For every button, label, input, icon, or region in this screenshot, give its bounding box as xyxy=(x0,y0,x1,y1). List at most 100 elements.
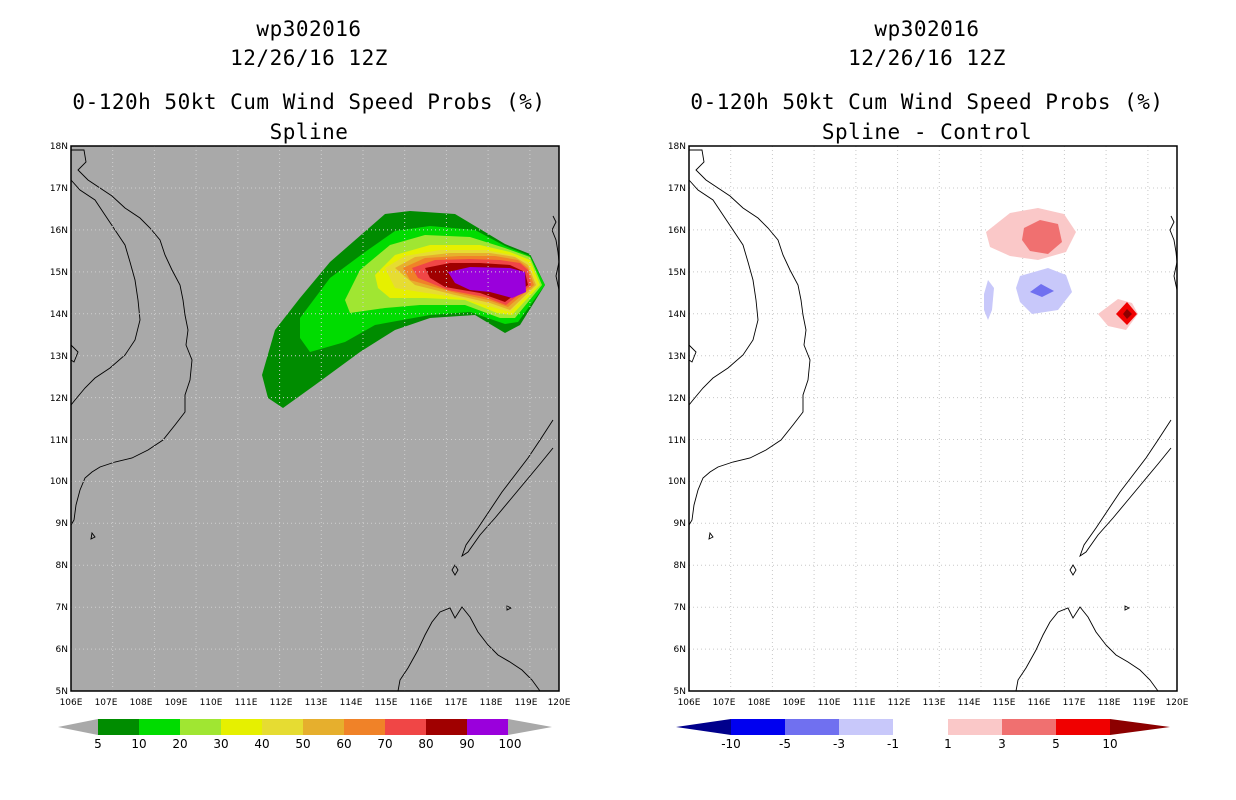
colorbar-label: 40 xyxy=(254,737,269,751)
coastline-vietnam xyxy=(70,149,193,526)
colorbar-low-end xyxy=(58,719,98,735)
lon-tick: 112E xyxy=(888,698,911,708)
left-title: 0-120h 50kt Cum Wind Speed Probs (%) xyxy=(72,90,546,114)
coastline-borneo xyxy=(1015,606,1159,692)
lon-tick: 111E xyxy=(235,698,258,708)
lat-tick: 11N xyxy=(668,436,686,446)
colorbar-swatch xyxy=(948,719,1002,735)
colorbar-swatch xyxy=(839,719,893,735)
coastline-gulf-of-tonkin xyxy=(688,179,759,406)
lon-tick: 117E xyxy=(1063,698,1086,708)
lon-tick: 115E xyxy=(375,698,398,708)
left-map: 106E 107E 108E 109E 110E 111E 112E 113E … xyxy=(50,142,571,751)
coastline-vietnam xyxy=(688,149,811,526)
lon-tick: 118E xyxy=(1098,698,1121,708)
lon-tick: 120E xyxy=(548,698,571,708)
coastline-borneo xyxy=(397,606,541,692)
left-colorbar: 5 10 20 30 40 50 60 70 80 90 100 xyxy=(58,719,552,751)
coastline-hainan xyxy=(688,344,697,363)
lat-tick: 14N xyxy=(668,310,686,320)
colorbar-swatch xyxy=(426,719,467,735)
colorbar-label: 5 xyxy=(1052,737,1060,751)
gridlines xyxy=(689,146,1177,691)
lon-tick: 108E xyxy=(748,698,771,708)
lat-tick: 5N xyxy=(674,687,686,697)
difference-contours xyxy=(984,208,1138,330)
lon-tick: 113E xyxy=(923,698,946,708)
colorbar-swatch xyxy=(180,719,221,735)
right-colorbar: -10 -5 -3 -1 1 3 5 10 xyxy=(676,719,1170,751)
lat-tick: 14N xyxy=(50,310,68,320)
lon-tick: 106E xyxy=(678,698,701,708)
lon-tick: 119E xyxy=(1133,698,1156,708)
lat-axis-labels: 5N 6N 7N 8N 9N 10N 11N 12N 13N 14N 15N 1… xyxy=(50,142,68,697)
colorbar-label: -5 xyxy=(779,737,791,751)
lat-axis-labels: 5N 6N 7N 8N 9N 10N 11N 12N 13N 14N 15N 1… xyxy=(668,142,686,697)
colorbar-label: -3 xyxy=(833,737,845,751)
colorbar-label: 90 xyxy=(459,737,474,751)
coastlines xyxy=(70,149,560,692)
lon-tick: 109E xyxy=(783,698,806,708)
colorbar-label: 3 xyxy=(998,737,1006,751)
positive-anomaly-3 xyxy=(1022,220,1062,254)
lon-tick: 107E xyxy=(713,698,736,708)
lon-tick: 109E xyxy=(165,698,188,708)
colorbar-label: 100 xyxy=(499,737,522,751)
coastline-hainan xyxy=(70,344,79,363)
lat-tick: 18N xyxy=(50,142,68,152)
left-datetime: 12/26/16 12Z xyxy=(230,46,388,70)
colorbar-label: -10 xyxy=(721,737,741,751)
lon-tick: 110E xyxy=(818,698,841,708)
colorbar-swatch xyxy=(262,719,303,735)
colorbar-swatch xyxy=(139,719,180,735)
lon-tick: 108E xyxy=(130,698,153,708)
colorbar-high-end xyxy=(1110,719,1170,735)
lon-axis-labels: 106E 107E 108E 109E 110E 111E 112E 113E … xyxy=(678,698,1189,708)
colorbar-swatch xyxy=(893,719,948,735)
colorbar-low-end xyxy=(676,719,731,735)
lon-tick: 118E xyxy=(480,698,503,708)
wind-probability-contours xyxy=(262,211,545,408)
colorbar-swatch xyxy=(785,719,839,735)
right-panel: wp302016 12/26/16 12Z 0-120h 50kt Cum Wi… xyxy=(618,0,1236,800)
right-datetime: 12/26/16 12Z xyxy=(848,46,1006,70)
colorbar-label: -1 xyxy=(887,737,899,751)
lat-tick: 9N xyxy=(56,519,68,529)
lat-tick: 6N xyxy=(674,645,686,655)
lat-tick: 10N xyxy=(50,477,68,487)
right-storm-id: wp302016 xyxy=(874,17,980,41)
lon-tick: 111E xyxy=(853,698,876,708)
lat-tick: 8N xyxy=(56,561,68,571)
colorbar-label: 60 xyxy=(336,737,351,751)
coastline-island-small-2 xyxy=(708,531,714,540)
colorbar-label: 80 xyxy=(418,737,433,751)
colorbar-swatch xyxy=(221,719,262,735)
colorbar-label: 20 xyxy=(172,737,187,751)
right-map: 106E 107E 108E 109E 110E 111E 112E 113E … xyxy=(668,142,1189,751)
coastline-palawan xyxy=(461,419,554,558)
colorbar-swatch xyxy=(1002,719,1056,735)
colorbar-swatch xyxy=(731,719,785,735)
lat-tick: 7N xyxy=(674,603,686,613)
colorbar-label: 50 xyxy=(295,737,310,751)
colorbar-swatch xyxy=(98,719,139,735)
lat-tick: 8N xyxy=(674,561,686,571)
gridlines xyxy=(71,146,559,691)
coastline-luzon xyxy=(551,215,560,291)
lat-tick: 16N xyxy=(668,226,686,236)
lon-tick: 113E xyxy=(305,698,328,708)
lat-tick: 18N xyxy=(668,142,686,152)
colorbar-label: 10 xyxy=(1102,737,1117,751)
lat-tick: 17N xyxy=(668,184,686,194)
coastline-island-small-2 xyxy=(90,531,96,540)
lon-tick: 107E xyxy=(95,698,118,708)
lat-tick: 12N xyxy=(50,394,68,404)
colorbar-high-end xyxy=(508,719,552,735)
map-background xyxy=(71,146,559,691)
coastline-island-small-3 xyxy=(506,605,513,611)
right-title: 0-120h 50kt Cum Wind Speed Probs (%) xyxy=(690,90,1164,114)
map-frame xyxy=(70,145,560,692)
left-panel: wp302016 12/26/16 12Z 0-120h 50kt Cum Wi… xyxy=(50,17,571,751)
colorbar-label: 30 xyxy=(213,737,228,751)
positive-anomaly-10 xyxy=(1123,309,1132,319)
